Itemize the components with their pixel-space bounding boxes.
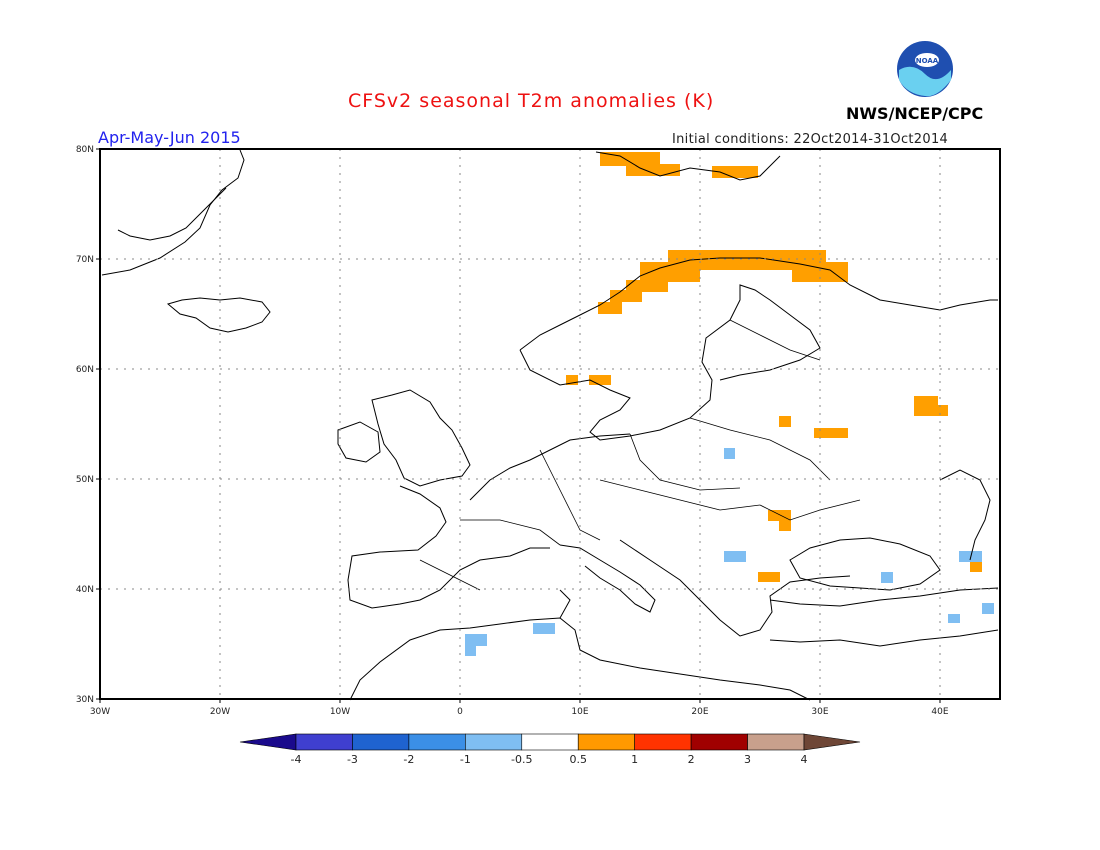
colorbar-segment bbox=[747, 733, 805, 751]
map-title: CFSv2 seasonal T2m anomalies (K) bbox=[348, 90, 715, 112]
colorbar-segment bbox=[408, 733, 466, 751]
lon-tick-label: 30E bbox=[811, 707, 828, 717]
colorbar-segment bbox=[239, 733, 297, 751]
lat-tick-label: 80N bbox=[76, 145, 94, 155]
colorbar-label: 2 bbox=[688, 753, 695, 766]
colorbar-label: 4 bbox=[801, 753, 808, 766]
colorbar-segment bbox=[521, 733, 579, 751]
initial-conditions: Initial conditions: 22Oct2014-31Oct2014 bbox=[672, 132, 949, 147]
lat-tick-label: 40N bbox=[76, 585, 94, 595]
colorbar-segment bbox=[352, 733, 410, 751]
latitude-axis: 80N 70N 60N 50N 40N 30N bbox=[76, 145, 100, 705]
lon-tick-label: 10W bbox=[330, 707, 350, 717]
lon-tick-label: 40E bbox=[931, 707, 948, 717]
colorbar-label: -2 bbox=[403, 753, 414, 766]
colorbar-label: -4 bbox=[291, 753, 302, 766]
lat-tick-label: 70N bbox=[76, 255, 94, 265]
lon-tick-label: 20E bbox=[691, 707, 708, 717]
lat-tick-label: 60N bbox=[76, 365, 94, 375]
colorbar-segment bbox=[803, 733, 861, 751]
colorbar-segment bbox=[465, 733, 523, 751]
forecast-period: Apr-May-Jun 2015 bbox=[98, 128, 241, 147]
colorbar-label: -3 bbox=[347, 753, 358, 766]
coastlines bbox=[101, 149, 999, 701]
colorbar-segment bbox=[690, 733, 748, 751]
lat-tick-label: 30N bbox=[76, 695, 94, 705]
map-frame bbox=[99, 148, 1001, 700]
colorbar-label: 3 bbox=[744, 753, 751, 766]
noaa-logo-icon: NOAA bbox=[897, 41, 953, 97]
cool-anomaly-cells bbox=[465, 448, 994, 656]
lon-tick-label: 20W bbox=[210, 707, 230, 717]
lon-tick-label: 30W bbox=[90, 707, 110, 717]
colorbar-segment bbox=[577, 733, 635, 751]
colorbar-label: -1 bbox=[460, 753, 471, 766]
colorbar: -4 -3 -2 -1 -0.5 0.5 1 2 3 4 bbox=[239, 733, 861, 766]
colorbar-label: 0.5 bbox=[569, 753, 587, 766]
colorbar-segment bbox=[634, 733, 692, 751]
colorbar-segment bbox=[295, 733, 353, 751]
svg-text:NOAA: NOAA bbox=[916, 57, 939, 65]
lon-tick-label: 0 bbox=[457, 707, 463, 717]
colorbar-label: 1 bbox=[631, 753, 638, 766]
agency-label: NWS/NCEP/CPC bbox=[846, 104, 984, 123]
lon-tick-label: 10E bbox=[571, 707, 588, 717]
graticule bbox=[100, 149, 1000, 699]
longitude-axis: 30W 20W 10W 0 10E 20E 30E 40E bbox=[90, 699, 949, 717]
warm-anomaly-cells bbox=[566, 152, 982, 582]
lat-tick-label: 50N bbox=[76, 475, 94, 485]
colorbar-label: -0.5 bbox=[511, 753, 532, 766]
